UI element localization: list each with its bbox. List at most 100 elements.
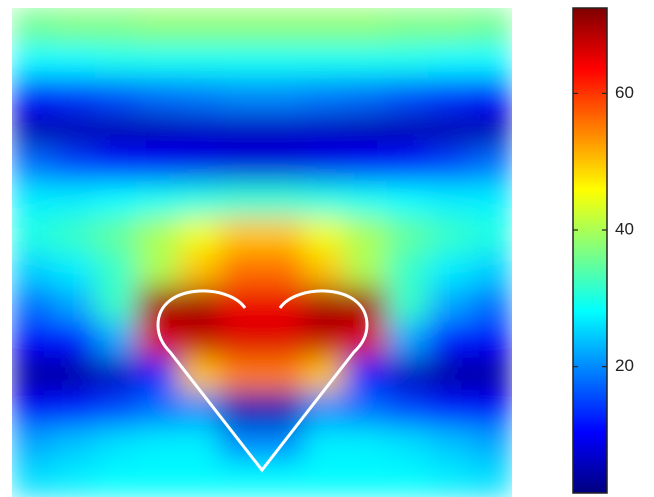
- heatmap-cell: [344, 252, 388, 288]
- heatmap-cell: [469, 321, 512, 358]
- heatmap-cell: [94, 356, 138, 393]
- heatmap-cell: [261, 461, 305, 497]
- heatmap-cell: [94, 217, 138, 253]
- heatmap-cell: [94, 182, 138, 219]
- heatmap-cell: [53, 112, 96, 149]
- heatmap-cell: [53, 391, 96, 428]
- heatmap-cell: [12, 252, 55, 288]
- heatmap-cell: [219, 391, 263, 428]
- heatmap-cell: [469, 112, 512, 149]
- heatmap-cell: [303, 356, 346, 393]
- heatmap-cell: [428, 77, 471, 114]
- heatmap-cell: [261, 217, 305, 253]
- heatmap-cell: [469, 391, 512, 428]
- heatmap-cell: [136, 217, 180, 253]
- heatmap-cell: [136, 426, 180, 463]
- heatmap-cell: [303, 426, 346, 463]
- heatmap-cell: [261, 8, 305, 44]
- heatmap-cell: [344, 112, 388, 149]
- heatmap-cell: [344, 217, 388, 253]
- heatmap-cell: [53, 147, 96, 184]
- heatmap-cell: [53, 426, 96, 463]
- heatmap-cell: [219, 356, 263, 393]
- heatmap-cell: [386, 77, 430, 114]
- heatmap-cell: [12, 77, 55, 114]
- heatmap-cell: [261, 356, 305, 393]
- heatmap-cell: [53, 182, 96, 219]
- heatmap-cell: [94, 42, 138, 79]
- heatmap-cell: [386, 217, 430, 253]
- heatmap-cell: [469, 42, 512, 79]
- heatmap-cell: [136, 356, 180, 393]
- heatmap-cell: [344, 8, 388, 44]
- heatmap-cell: [386, 112, 430, 149]
- heatmap-cell: [219, 217, 263, 253]
- heatmap-cell: [12, 8, 55, 44]
- heatmap-cell: [178, 77, 221, 114]
- heatmap-cell: [219, 252, 263, 288]
- heatmap-cell: [386, 147, 430, 184]
- colorbar-ticks: 20 40 60: [573, 83, 634, 375]
- heatmap-cell: [428, 182, 471, 219]
- heatmap-cell: [94, 391, 138, 428]
- heatmap-cell: [94, 8, 138, 44]
- heatmap-cell: [469, 461, 512, 497]
- heatmap-cell: [386, 252, 430, 288]
- heatmap-cell: [303, 8, 346, 44]
- heatmap-cell: [344, 356, 388, 393]
- heatmap-cell: [136, 147, 180, 184]
- heatmap-cell: [344, 391, 388, 428]
- heatmap-cell: [261, 42, 305, 79]
- heatmap-cell: [136, 461, 180, 497]
- heatmap-cell: [344, 182, 388, 219]
- heatmap-cell: [303, 112, 346, 149]
- heatmap-cell: [178, 356, 221, 393]
- heatmap-cell: [469, 147, 512, 184]
- heatmap-cell: [94, 426, 138, 463]
- heatmap-cell: [386, 8, 430, 44]
- heatmap-cell: [53, 42, 96, 79]
- heatmap-cell: [178, 112, 221, 149]
- heatmap-cell: [386, 391, 430, 428]
- colorbar: [572, 7, 608, 494]
- heatmap-cell: [12, 426, 55, 463]
- heatmap-cell: [136, 8, 180, 44]
- heatmap-cell: [12, 112, 55, 149]
- heatmap-cell: [386, 42, 430, 79]
- heatmap-cell: [136, 252, 180, 288]
- heatmap-cell: [428, 42, 471, 79]
- colorbar-tick-label: 60: [615, 83, 634, 102]
- heatmap-cell: [261, 182, 305, 219]
- heatmap-cell: [178, 321, 221, 358]
- heatmap-cell: [386, 286, 430, 323]
- heatmap-cell: [94, 252, 138, 288]
- heatmap-cell: [136, 391, 180, 428]
- heatmap-cell: [428, 356, 471, 393]
- heatmap-cell: [136, 42, 180, 79]
- heatmap-cell: [219, 147, 263, 184]
- heatmap-cell: [53, 461, 96, 497]
- heatmap-cell: [94, 461, 138, 497]
- heatmap-cell: [303, 217, 346, 253]
- heatmap-cell: [428, 217, 471, 253]
- heatmap-cell: [428, 391, 471, 428]
- field: [12, 8, 512, 497]
- heatmap-cell: [94, 112, 138, 149]
- heatmap-cell: [261, 77, 305, 114]
- heatmap-cell: [12, 356, 55, 393]
- heatmap-cell: [94, 147, 138, 184]
- heatmap-cell: [261, 252, 305, 288]
- heatmap-cell: [12, 182, 55, 219]
- heatmap-cell: [428, 286, 471, 323]
- heatmap-cell: [12, 42, 55, 79]
- heatmap-cell: [386, 426, 430, 463]
- heatmap-cell: [53, 252, 96, 288]
- heatmap-cell: [53, 77, 96, 114]
- heatmap-cell: [303, 252, 346, 288]
- heatmap-cell: [94, 77, 138, 114]
- heatmap-cell: [53, 217, 96, 253]
- heatmap-cell: [303, 147, 346, 184]
- heatmap-cell: [469, 217, 512, 253]
